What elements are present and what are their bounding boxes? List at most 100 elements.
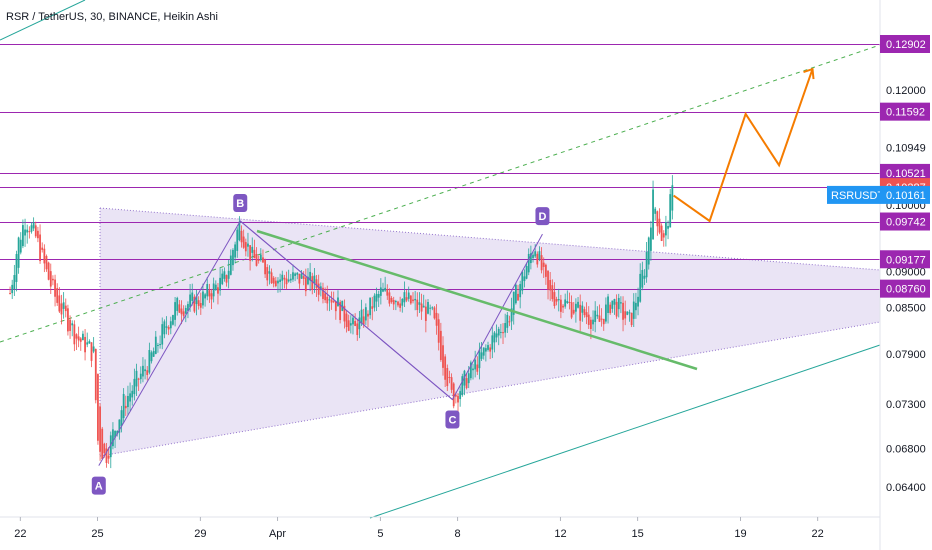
candle-body	[594, 310, 597, 323]
candle-body	[30, 225, 33, 232]
price-badge	[880, 102, 930, 121]
candle-body	[656, 211, 659, 227]
symbol-price-label: 0.10161	[886, 190, 926, 202]
candle-body	[429, 307, 432, 309]
candle-body	[172, 315, 174, 325]
candle-body	[148, 349, 151, 373]
candle-body	[607, 296, 609, 313]
candle-body	[382, 289, 384, 292]
candle-body	[39, 234, 41, 262]
candle-body	[167, 327, 170, 330]
candle-body	[652, 189, 654, 240]
price-tick-label: 0.07300	[886, 399, 926, 411]
candle-body	[193, 296, 196, 312]
candle-body	[367, 313, 369, 317]
candle-body	[341, 300, 344, 311]
candle-body	[562, 305, 564, 308]
candle-body	[549, 279, 552, 291]
candle-body	[129, 393, 131, 402]
candle-body	[596, 314, 599, 317]
pattern-point-badge	[233, 193, 248, 212]
candle-body	[43, 248, 46, 264]
candle-body	[146, 370, 149, 375]
candle-body	[414, 298, 417, 301]
candle-body	[292, 272, 294, 280]
candle-body	[182, 311, 185, 316]
candle-body	[45, 256, 48, 270]
candle-body	[184, 308, 187, 314]
candle-body	[165, 326, 168, 328]
candle-body	[624, 311, 627, 319]
time-tick-label: 5	[377, 528, 383, 540]
candle-body	[409, 295, 412, 304]
candle-body	[13, 275, 16, 289]
candle-body	[264, 259, 267, 275]
candle-body	[24, 229, 26, 236]
candle-body	[73, 324, 76, 345]
time-axis: 22 25 29 Apr 5 8 12 15 19 22	[0, 516, 880, 540]
candle-body	[313, 275, 316, 283]
candle-body	[219, 277, 221, 291]
candle-body	[450, 377, 453, 390]
candle-body	[56, 288, 59, 303]
candle-body	[150, 352, 153, 362]
candle-body	[262, 257, 264, 263]
candle-body	[407, 292, 410, 299]
channel-upper-line	[0, 0, 86, 41]
candle-body	[229, 255, 232, 275]
candle-body	[251, 246, 254, 253]
candle-body	[559, 299, 562, 312]
candle-body	[392, 300, 395, 305]
time-tick-label: 22	[14, 528, 26, 540]
candle-body	[534, 251, 537, 257]
candle-body	[489, 347, 492, 352]
candle-body	[11, 284, 14, 294]
candle-body	[249, 245, 252, 261]
candle-body	[135, 370, 138, 387]
pattern-point-labels: A B C D	[91, 193, 550, 495]
candle-body	[497, 328, 500, 336]
candle-body	[585, 312, 588, 318]
candle-body	[632, 301, 635, 319]
pattern-point-badge	[91, 476, 106, 495]
time-tick-label: 29	[194, 528, 206, 540]
candle-body	[270, 272, 273, 284]
candle-body	[247, 243, 249, 247]
candle-body	[234, 244, 237, 258]
candle-body	[105, 448, 108, 463]
candle-body	[420, 303, 423, 312]
candle-body	[598, 315, 601, 322]
candle-body	[319, 286, 322, 290]
candle-body	[525, 266, 528, 279]
descending-trendline	[256, 229, 698, 371]
candle-body	[604, 304, 607, 322]
candle-body	[77, 336, 80, 341]
candle-body	[317, 283, 320, 295]
candle-body	[300, 273, 303, 279]
candle-body	[364, 307, 367, 321]
price-badge	[880, 35, 930, 53]
candle-body	[304, 277, 307, 292]
pattern-point-label: A	[95, 481, 103, 493]
candle-body	[244, 242, 247, 252]
candle-body	[272, 277, 275, 284]
candle-body	[17, 237, 20, 268]
price-badge-label: 0.09177	[886, 254, 926, 266]
candle-body	[536, 253, 539, 265]
candle-body	[277, 280, 279, 284]
candle-body	[448, 376, 451, 378]
candle-body	[118, 419, 121, 433]
candle-body	[26, 229, 29, 233]
candle-body	[617, 297, 620, 310]
candle-body	[566, 300, 569, 304]
pattern-point-c: C	[445, 410, 460, 429]
candle-body	[279, 279, 282, 282]
candle-body	[163, 321, 166, 335]
candle-body	[622, 302, 624, 320]
candle-body	[137, 378, 140, 380]
triangle-pattern	[99, 207, 881, 457]
candle-body	[176, 297, 179, 311]
candle-body	[654, 208, 657, 214]
